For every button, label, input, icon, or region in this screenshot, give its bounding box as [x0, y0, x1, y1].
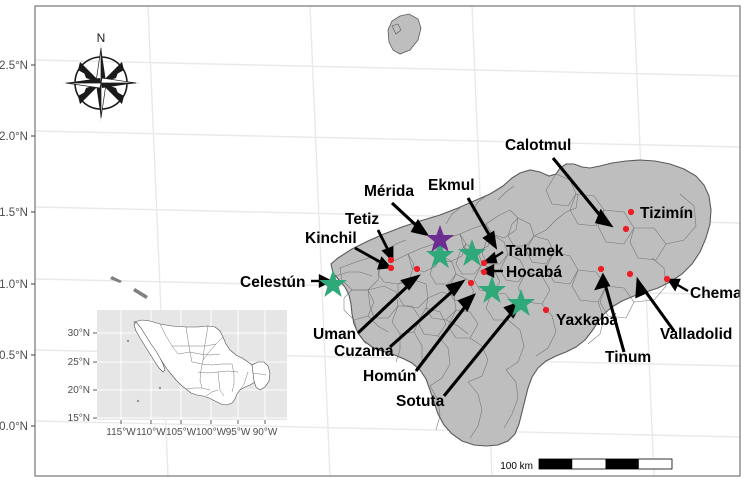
red-dots	[387, 208, 671, 314]
panel-border	[34, 5, 741, 477]
arrow-tetiz	[376, 229, 394, 263]
mexico-outline	[133, 319, 271, 406]
y-tick-20-0: 20.0°N	[0, 421, 28, 433]
red-dot-valladolid	[626, 270, 634, 278]
inset-map-mexico	[97, 310, 287, 420]
inset-y-axis: 30°N 25°N 20°N 15°N	[68, 328, 97, 424]
compass-north-label: N	[97, 31, 106, 45]
coastal-fragments	[110, 276, 148, 299]
arrow-merida	[390, 201, 430, 237]
label-chemax: Chemax	[690, 285, 750, 302]
green-star-sotuta	[507, 289, 535, 316]
red-dot-tizimin	[627, 208, 635, 216]
place-labels: Calotmul Mérida Ekmul Tetiz Tizimín Kinc…	[240, 137, 750, 410]
inset-x-tick-105: 105°W	[166, 427, 197, 438]
purple-star-merida	[426, 225, 454, 252]
y-axis: 22.5°N 22.0°N 21.5°N 21.0°N 20.5°N 20.0°…	[0, 60, 35, 433]
inset-x-tick-90: 90°W	[253, 427, 278, 438]
y-tick-22-5: 22.5°N	[0, 60, 28, 72]
arrow-tinum	[594, 272, 626, 353]
label-valladolid: Valladolid	[660, 326, 732, 343]
red-dot-hocaba	[480, 268, 488, 276]
label-cuzama: Cuzama	[334, 343, 394, 360]
scale-bar: 100 km	[500, 458, 673, 472]
red-dot-calotmul	[622, 225, 630, 233]
scale-bar-label: 100 km	[500, 461, 533, 472]
inset-x-tick-110: 110°W	[136, 427, 166, 438]
inset-y-tick-15: 15°N	[68, 413, 90, 424]
label-kinchil: Kinchil	[305, 230, 357, 247]
label-calotmul: Calotmul	[505, 137, 571, 154]
red-dot-yaxkaba	[542, 306, 550, 314]
label-sotuta: Sotuta	[396, 393, 445, 410]
red-dot-uman	[413, 265, 421, 273]
green-star-cuzama	[478, 276, 506, 303]
red-dot-tetiz	[387, 264, 395, 272]
green-stars	[319, 239, 535, 316]
arrow-valladolid	[635, 276, 676, 332]
red-dot-tahmek	[480, 259, 488, 267]
island-polygon	[387, 13, 422, 55]
inset-x-tick-95: 95°W	[226, 427, 251, 438]
label-celestun: Celestún	[240, 274, 305, 291]
green-star-merida	[426, 241, 454, 268]
compass-rose-icon: N	[62, 31, 140, 122]
red-dot-kinchil	[387, 256, 395, 264]
panel-contents: Calotmul Mérida Ekmul Tetiz Tizimín Kinc…	[35, 6, 750, 476]
green-star-celestun	[319, 270, 347, 297]
label-ekmul: Ekmul	[428, 177, 475, 194]
y-tick-21-0: 21.0°N	[0, 279, 28, 291]
inset-y-tick-20: 20°N	[68, 385, 90, 396]
arrow-hocaba	[480, 264, 503, 278]
arrow-calotmul	[551, 157, 614, 228]
arrow-kinchil	[354, 246, 392, 270]
y-tick-21-5: 21.5°N	[0, 207, 28, 219]
arrow-uman	[356, 274, 421, 335]
label-tetiz: Tetiz	[345, 211, 379, 228]
arrow-chemax	[666, 278, 689, 293]
red-dot-homun	[467, 279, 475, 287]
label-uman: Uman	[313, 326, 356, 343]
inset-x-axis: 115°W 110°W 105°W 100°W 95°W 90°W	[106, 420, 278, 438]
arrow-ekmul	[466, 197, 498, 250]
red-dot-tinum	[597, 265, 605, 273]
inset-x-tick-115: 115°W	[106, 427, 136, 438]
label-tinum: Tinum	[605, 349, 651, 366]
y-tick-22-0: 22.0°N	[0, 131, 28, 143]
label-hocaba: Hocabá	[506, 264, 562, 281]
red-dot-chemax	[663, 275, 671, 283]
purple-stars	[426, 225, 454, 252]
arrow-tahmek	[481, 250, 504, 264]
label-tahmek: Tahmek	[506, 243, 564, 260]
label-arrows	[311, 157, 689, 397]
inset-x-tick-100: 100°W	[196, 427, 227, 438]
arrow-cuzama	[388, 279, 466, 349]
inset-y-tick-30: 30°N	[68, 328, 90, 339]
y-tick-20-5: 20.5°N	[0, 350, 28, 362]
arrow-homun	[414, 293, 477, 372]
inset-y-tick-25: 25°N	[68, 357, 90, 368]
label-tizimin: Tizimín	[640, 205, 693, 222]
label-merida: Mérida	[364, 183, 414, 200]
label-homun: Homún	[363, 368, 416, 385]
green-star-ekmul	[458, 239, 486, 266]
label-yaxkaba: Yaxkabá	[556, 312, 618, 329]
